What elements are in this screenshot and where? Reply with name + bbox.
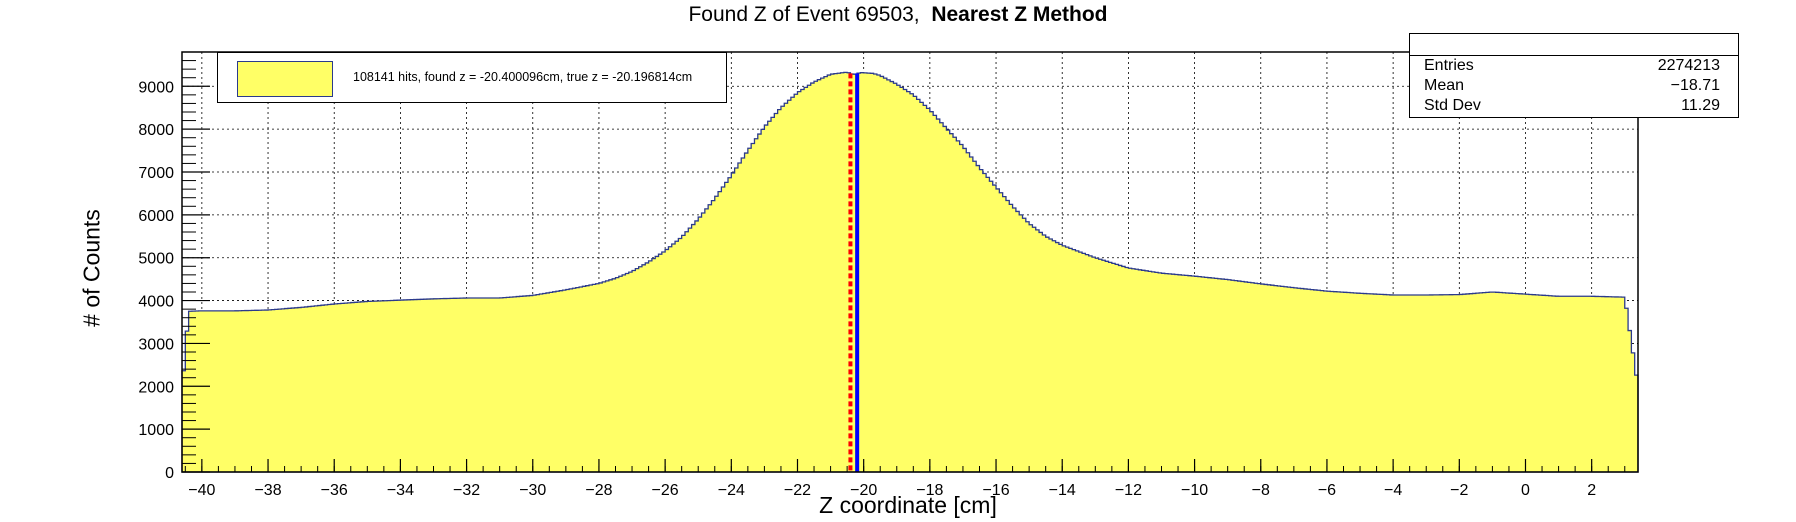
- y-tick-label: 7000: [138, 165, 174, 182]
- mean-value: −18.71: [1670, 77, 1720, 94]
- title-plain: Found Z of Event 69503,: [688, 3, 932, 26]
- stats-row-stddev: Std Dev 11.29: [1410, 96, 1738, 116]
- y-tick-label: 8000: [138, 122, 174, 139]
- legend: 108141 hits, found z = -20.400096cm, tru…: [217, 52, 727, 103]
- y-tick-label: 1000: [138, 422, 174, 439]
- entries-value: 2274213: [1657, 57, 1720, 74]
- y-tick-label: 2000: [138, 379, 174, 396]
- x-tick-label: −14: [1049, 482, 1076, 499]
- x-tick-label: 2: [1587, 482, 1596, 499]
- chart-title: Found Z of Event 69503, Nearest Z Method: [0, 3, 1796, 27]
- y-axis: 0 1000 2000 3000 4000 5000 6000 7000 8000 9000: [138, 60, 210, 482]
- y-tick-label: 5000: [138, 251, 174, 268]
- x-tick-label: −6: [1318, 482, 1336, 499]
- x-tick-label: −22: [784, 482, 811, 499]
- x-tick-label: −34: [387, 482, 414, 499]
- x-tick-label: −40: [188, 482, 215, 499]
- x-tick-label: −2: [1450, 482, 1468, 499]
- stats-row-mean: Mean −18.71: [1410, 76, 1738, 96]
- y-tick-label: 9000: [138, 79, 174, 96]
- legend-swatch: [237, 61, 333, 97]
- stddev-label: Std Dev: [1424, 97, 1481, 114]
- x-tick-label: 0: [1521, 482, 1530, 499]
- stats-box: Entries 2274213 Mean −18.71 Std Dev 11.2…: [1409, 33, 1739, 118]
- x-axis: −40 −38 −36 −34 −32 −30 −28 −26 −24 −22 −20 −18 −16−…: [184, 459, 1626, 499]
- z-markers: [848, 73, 860, 472]
- mean-label: Mean: [1424, 77, 1465, 94]
- y-tick-label: 4000: [138, 294, 174, 311]
- x-tick-label: −32: [453, 482, 480, 499]
- plot-frame: [181, 51, 1639, 473]
- x-axis-label: Z coordinate [cm]: [819, 492, 997, 518]
- x-tick-label: −30: [519, 482, 546, 499]
- y-tick-label: 3000: [138, 336, 174, 353]
- legend-entry: 108141 hits, found z = -20.400096cm, tru…: [353, 70, 693, 84]
- x-tick-label: −16: [982, 482, 1009, 499]
- x-tick-label: −8: [1252, 482, 1270, 499]
- y-axis-label: # of Counts: [78, 209, 105, 327]
- histogram-outline: [181, 71, 1639, 473]
- x-tick-label: −38: [254, 482, 281, 499]
- x-tick-label: −12: [1115, 482, 1142, 499]
- x-tick-label: −24: [718, 482, 745, 499]
- x-tick-label: −4: [1384, 482, 1402, 499]
- stats-header: [1410, 34, 1738, 56]
- x-tick-label: −26: [652, 482, 679, 499]
- histogram-fill: [182, 72, 1638, 472]
- title-bold: Nearest Z Method: [931, 3, 1108, 26]
- x-tick-label: −18: [916, 482, 943, 499]
- stats-row-entries: Entries 2274213: [1410, 56, 1738, 76]
- x-tick-label: −20: [850, 482, 877, 499]
- entries-label: Entries: [1424, 57, 1474, 74]
- y-tick-label: 6000: [138, 208, 174, 225]
- x-tick-label: −36: [321, 482, 348, 499]
- stddev-value: 11.29: [1681, 97, 1720, 114]
- x-tick-label: −28: [585, 482, 612, 499]
- y-tick-label: 0: [165, 465, 174, 482]
- x-tick-label: −10: [1181, 482, 1208, 499]
